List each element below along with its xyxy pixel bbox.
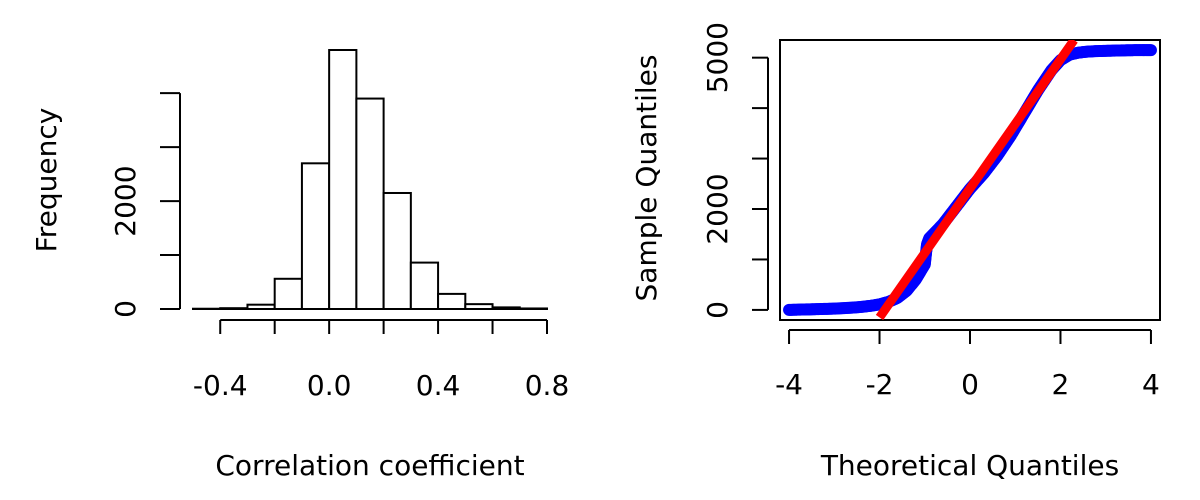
histogram-x-axis: -0.4 0.0 0.4 0.8 xyxy=(193,319,570,402)
histogram-bar xyxy=(518,307,548,311)
histogram-y-axis: 0 2000 xyxy=(109,92,181,318)
histogram-bar xyxy=(491,306,521,311)
qq-plot-x-axis-title: Theoretical Quantiles xyxy=(820,449,1119,482)
histogram-bar xyxy=(464,303,494,310)
histogram-bar xyxy=(409,261,440,310)
histogram-chart: -0.4 0.0 0.4 0.8 0 2000 Correlation coeffici… xyxy=(30,49,570,482)
qq-plot-x-axis: -4 -2 0 2 4 xyxy=(775,329,1160,401)
histogram-bars xyxy=(192,49,548,311)
histogram-bar xyxy=(273,277,303,310)
histogram-bar xyxy=(328,49,358,310)
histogram-y-axis-title: Frequency xyxy=(30,108,63,253)
histogram-bar xyxy=(437,292,467,310)
qq-plot-x-tick-label: 2 xyxy=(1052,368,1070,401)
histogram-bar xyxy=(382,191,412,310)
qq-plot-y-tick-label: 5000 xyxy=(701,22,734,93)
histogram-bar xyxy=(300,162,331,310)
histogram-bar xyxy=(355,97,385,310)
qq-plot-x-tick-label: 4 xyxy=(1142,368,1160,401)
qq-plot-points xyxy=(783,44,1157,316)
histogram-x-tick-label: -0.4 xyxy=(193,369,248,402)
qq-plot-y-axis-title: Sample Quantiles xyxy=(630,55,663,302)
histogram-x-tick-label: 0.4 xyxy=(416,369,461,402)
histogram-y-tick-label: 2000 xyxy=(109,165,142,236)
qq-plot-frame xyxy=(779,39,1161,321)
histogram-x-tick-label: 0.0 xyxy=(307,369,352,402)
histogram-bar xyxy=(246,303,276,310)
qq-point xyxy=(1144,44,1157,57)
qq-plot-x-tick-label: -4 xyxy=(775,368,803,401)
qq-plot-y-tick-label: 0 xyxy=(701,301,734,319)
histogram-bar xyxy=(219,307,249,310)
qq-plot-x-tick-label: 0 xyxy=(961,368,979,401)
qq-plot-reference-line xyxy=(875,40,1078,320)
qq-plot-y-tick-label: 2000 xyxy=(701,173,734,244)
histogram-x-tick-label: 0.8 xyxy=(525,369,570,402)
qq-plot-y-axis: 0 2000 5000 xyxy=(701,22,769,319)
histogram-y-tick-label: 0 xyxy=(109,300,142,318)
qq-plot-x-tick-label: -2 xyxy=(866,368,894,401)
qq-plot-reference-line-group xyxy=(875,40,1078,320)
histogram-x-axis-title: Correlation coefficient xyxy=(215,449,524,482)
